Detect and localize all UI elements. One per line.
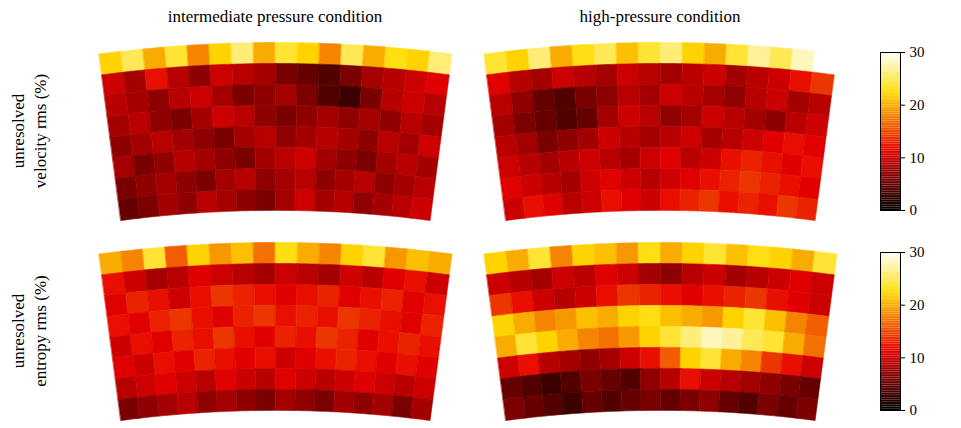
svg-text:30: 30 (910, 244, 925, 260)
svg-text:entropy rms (%): entropy rms (%) (31, 275, 50, 386)
svg-text:intermediate pressure conditio: intermediate pressure condition (168, 7, 383, 26)
svg-text:0: 0 (910, 402, 918, 418)
svg-text:10: 10 (910, 350, 925, 366)
svg-text:10: 10 (910, 150, 925, 166)
svg-text:0: 0 (910, 202, 918, 218)
svg-text:high-pressure condition: high-pressure condition (580, 7, 741, 26)
svg-text:velocity rms (%): velocity rms (%) (31, 74, 50, 188)
svg-text:20: 20 (910, 97, 925, 113)
svg-text:unresolved: unresolved (9, 93, 28, 168)
svg-text:20: 20 (910, 297, 925, 313)
svg-text:30: 30 (910, 44, 925, 60)
svg-text:unresolved: unresolved (9, 293, 28, 368)
